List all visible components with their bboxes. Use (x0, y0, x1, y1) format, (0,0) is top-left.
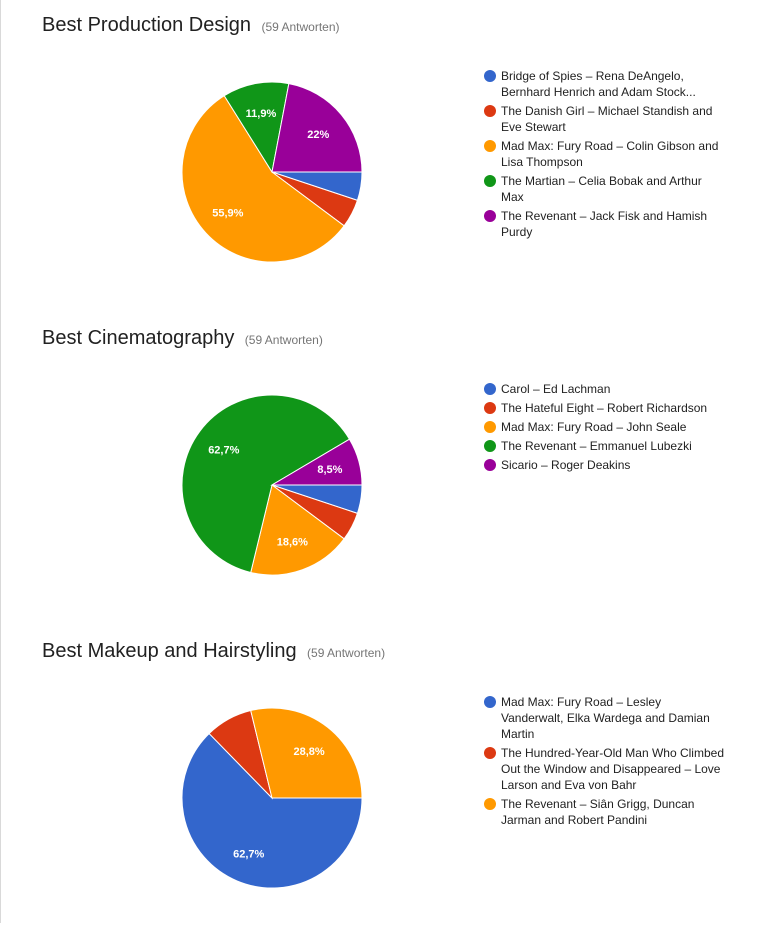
pie-slice[interactable] (271, 83, 363, 173)
pie-slice[interactable] (181, 394, 351, 574)
legend-item[interactable]: Mad Max: Fury Road – John Seale (484, 419, 724, 435)
pie-slice[interactable] (181, 95, 345, 263)
legend-swatch (484, 383, 496, 395)
chart-legend: Mad Max: Fury Road – Lesley Vanderwalt, … (484, 694, 724, 831)
legend-label: The Danish Girl – Michael Standish and E… (501, 104, 713, 134)
response-count: (59 Antworten) (244, 333, 323, 347)
legend-swatch (484, 747, 496, 759)
legend-item[interactable]: The Martian – Celia Bobak and Arthur Max (484, 173, 724, 205)
legend-swatch (484, 696, 496, 708)
chart-legend: Bridge of Spies – Rena DeAngelo, Bernhar… (484, 68, 724, 243)
legend-label: The Revenant – Jack Fisk and Hamish Purd… (501, 209, 708, 239)
pie-chart: 62,7% 28,8% (181, 707, 363, 889)
slice-value-label: 62,7% (208, 444, 239, 456)
question-card-production-design: Best Production Design (59 Antworten) 55… (0, 0, 770, 313)
legend-swatch (484, 421, 496, 433)
legend-label: The Revenant – Emmanuel Lubezki (501, 439, 692, 453)
legend-swatch (484, 175, 496, 187)
legend-item[interactable]: The Revenant – Siân Grigg, Duncan Jarman… (484, 796, 724, 828)
question-card-makeup-hairstyling: Best Makeup and Hairstyling (59 Antworte… (0, 626, 770, 939)
pie-slice[interactable] (223, 81, 290, 174)
legend-swatch (484, 70, 496, 82)
slice-value-label: 55,9% (212, 208, 243, 220)
question-title: Best Cinematography (42, 327, 235, 349)
legend-label: Mad Max: Fury Road – Colin Gibson and Li… (501, 139, 719, 169)
question-header: Best Cinematography (59 Antworten) (42, 327, 323, 350)
legend-label: The Hateful Eight – Robert Richardson (501, 401, 708, 415)
question-header: Best Makeup and Hairstyling (59 Antworte… (42, 640, 385, 663)
legend-item[interactable]: Carol – Ed Lachman (484, 381, 724, 397)
slice-value-label: 18,6% (277, 536, 308, 548)
slice-value-label: 28,8% (293, 746, 324, 758)
slice-value-label: 62,7% (233, 848, 264, 860)
chart-legend: Carol – Ed Lachman The Hateful Eight – R… (484, 381, 724, 476)
legend-item[interactable]: The Hateful Eight – Robert Richardson (484, 400, 724, 416)
pie-slice[interactable] (270, 438, 363, 486)
slice-value-label: 8,5% (317, 464, 342, 476)
pie-slice[interactable] (181, 732, 363, 889)
legend-label: Mad Max: Fury Road – John Seale (501, 420, 687, 434)
slice-value-label: 22% (307, 129, 329, 141)
legend-label: The Martian – Celia Bobak and Arthur Max (501, 174, 702, 204)
legend-item[interactable]: The Hundred-Year-Old Man Who Climbed Out… (484, 745, 724, 793)
legend-item[interactable]: Mad Max: Fury Road – Lesley Vanderwalt, … (484, 694, 724, 742)
response-count: (59 Antworten) (307, 646, 386, 660)
legend-label: Carol – Ed Lachman (501, 382, 611, 396)
legend-item[interactable]: The Danish Girl – Michael Standish and E… (484, 103, 724, 135)
legend-swatch (484, 440, 496, 452)
legend-label: Mad Max: Fury Road – Lesley Vanderwalt, … (501, 695, 710, 741)
legend-item[interactable]: Bridge of Spies – Rena DeAngelo, Bernhar… (484, 68, 724, 100)
legend-swatch (484, 210, 496, 222)
question-title: Best Production Design (42, 14, 252, 36)
pie-chart: 55,9% 11,9% 22% (181, 81, 363, 263)
legend-item[interactable]: Sicario – Roger Deakins (484, 457, 724, 473)
legend-label: Bridge of Spies – Rena DeAngelo, Bernhar… (501, 69, 696, 99)
legend-swatch (484, 459, 496, 471)
pie-slice[interactable] (250, 707, 363, 799)
legend-label: The Revenant – Siân Grigg, Duncan Jarman… (501, 797, 695, 827)
question-title: Best Makeup and Hairstyling (42, 640, 297, 662)
question-header: Best Production Design (59 Antworten) (42, 14, 340, 37)
legend-swatch (484, 105, 496, 117)
legend-swatch (484, 402, 496, 414)
legend-swatch (484, 140, 496, 152)
legend-label: Sicario – Roger Deakins (501, 458, 631, 472)
legend-item[interactable]: The Revenant – Emmanuel Lubezki (484, 438, 724, 454)
response-count: (59 Antworten) (261, 20, 340, 34)
pie-chart: 18,6% 62,7% 8,5% (181, 394, 363, 576)
legend-swatch (484, 798, 496, 810)
question-card-cinematography: Best Cinematography (59 Antworten) 18,6%… (0, 313, 770, 626)
slice-value-label: 11,9% (246, 108, 277, 120)
legend-label: The Hundred-Year-Old Man Who Climbed Out… (501, 746, 724, 792)
page-left-border (0, 0, 1, 923)
legend-item[interactable]: Mad Max: Fury Road – Colin Gibson and Li… (484, 138, 724, 170)
pie-slice[interactable] (250, 484, 345, 576)
legend-item[interactable]: The Revenant – Jack Fisk and Hamish Purd… (484, 208, 724, 240)
